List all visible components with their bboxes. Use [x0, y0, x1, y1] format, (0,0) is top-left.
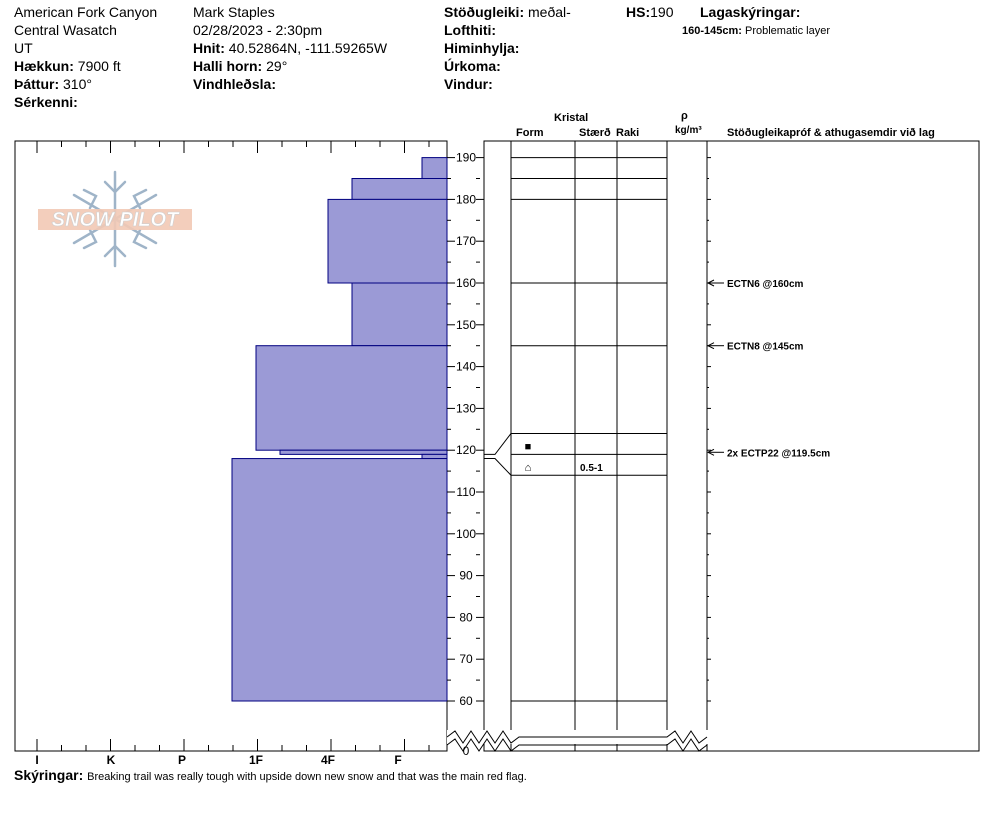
form-header: Form: [516, 127, 544, 139]
location-name: American Fork Canyon: [14, 4, 158, 20]
coordinates-value: 40.52864N, -111.59265W: [228, 40, 388, 56]
depth-label: 100: [456, 527, 476, 541]
comments: Skýringar: Breaking trail was really tou…: [14, 767, 527, 785]
wind-label: Vindur:: [444, 76, 493, 92]
axis-break-zigzag-top: [446, 730, 708, 744]
slope-angle-label: Halli horn:: [193, 58, 263, 74]
elevation-label: Hækkun:: [14, 58, 74, 74]
moisture-header: Raki: [616, 127, 640, 139]
hardness-bar: [351, 178, 448, 200]
coordinates: Hnit: 40.52864N, -111.59265W: [193, 40, 387, 56]
hardness-label: F: [394, 753, 401, 767]
hardness-label: 1F: [249, 753, 263, 767]
snowpilot-logo: SNOW PILOT: [38, 170, 192, 268]
density-unit: kg/m³: [675, 125, 702, 136]
legend-item: 160-145cm: Problematic layer: [682, 23, 830, 39]
stability: Stöðugleiki: meðal-: [444, 4, 571, 20]
test-arrow-head: [706, 342, 715, 350]
grain-marks: ■ ⌂ 0.5-1: [525, 441, 604, 474]
hardness-bars: [231, 157, 448, 702]
test-arrow-head: [706, 448, 715, 456]
slope-angle-value: 29°: [266, 58, 288, 74]
state: UT: [14, 40, 33, 56]
layer-connector: [484, 458, 512, 476]
grain-panel: [483, 140, 980, 752]
stability-label: Stöðugleiki:: [444, 4, 525, 20]
depth-label: 110: [456, 485, 475, 499]
comments-label: Skýringar:: [14, 767, 84, 783]
layer-connector: [484, 433, 512, 455]
depth-label: 80: [459, 610, 473, 624]
depth-label: 190: [456, 151, 476, 165]
depth-label: 130: [456, 401, 476, 415]
sky-label: Himinhylja:: [444, 40, 520, 56]
hardness-bar: [231, 458, 448, 702]
hardness-bar: [351, 282, 448, 347]
wind-loading-label: Vindhleðsla:: [193, 76, 276, 92]
test-arrow-head: [706, 279, 715, 287]
hardness-label: K: [107, 753, 116, 767]
mountain-range: Central Wasatch: [14, 22, 117, 38]
coordinates-label: Hnit:: [193, 40, 225, 56]
crystal-header: Kristal: [554, 112, 589, 124]
observer: Mark Staples: [193, 4, 275, 20]
depth-label: 150: [456, 318, 476, 332]
hs: HS:190: [626, 4, 673, 20]
aspect-label: Þáttur:: [14, 76, 60, 92]
datetime: 02/28/2023 - 2:30pm: [193, 22, 323, 38]
legend-label: Lagaskýringar:: [700, 4, 801, 20]
slope-angle: Halli horn: 29°: [193, 58, 287, 74]
legend-item-text: Problematic layer: [745, 25, 830, 37]
hardness-label: I: [35, 753, 38, 767]
grain-form: ⌂: [525, 462, 532, 474]
depth-label: 0: [463, 744, 470, 758]
depth-label: 60: [459, 694, 473, 708]
aspect: Þáttur: 310°: [14, 76, 92, 92]
hardness-label: P: [178, 753, 186, 767]
hardness-bar: [421, 157, 448, 180]
depth-label: 180: [456, 192, 476, 206]
hs-label: HS:: [626, 4, 651, 20]
aspect-value: 310°: [63, 76, 92, 92]
elevation-value: 7900 ft: [77, 58, 121, 74]
hardness-label: 4F: [321, 753, 335, 767]
hardness-ticks: I K P 1F 4F F: [35, 141, 430, 767]
layer-lines: [484, 157, 667, 702]
hardness-bar: [279, 449, 448, 455]
hardness-bar: [255, 345, 448, 451]
axis-break-zigzag-bottom: [446, 738, 708, 752]
tests-header: Stöðugleikapróf & athugasemdir við lag: [727, 127, 935, 139]
logo-text: SNOW PILOT: [52, 209, 180, 231]
size-header: Stærð: [579, 127, 611, 139]
features-label: Sérkenni:: [14, 94, 78, 110]
depth-label: 160: [456, 276, 476, 290]
depth-label: 70: [459, 652, 473, 666]
test-result: 2x ECTP22 @119.5cm: [727, 448, 830, 459]
hs-value: 190: [650, 4, 674, 20]
depth-label: 90: [459, 569, 473, 583]
hardness-bar: [327, 198, 448, 284]
elevation: Hækkun: 7900 ft: [14, 58, 121, 74]
hardness-bar: [421, 453, 448, 460]
depth-axis: 0 60 70 80 90 100 110 120 130 140 150 160 170 180 190: [447, 151, 711, 758]
depth-label: 140: [456, 360, 476, 374]
depth-label: 120: [456, 443, 476, 457]
precip-label: Úrkoma:: [444, 58, 501, 74]
stability-value: meðal-: [528, 4, 571, 20]
depth-label: 170: [456, 234, 476, 248]
logo-banner: [38, 209, 192, 230]
test-result: ECTN6 @160cm: [727, 279, 804, 290]
test-result: ECTN8 @145cm: [727, 342, 804, 353]
test-results: ECTN6 @160cm ECTN8 @145cm 2x ECTP22 @119.5…: [706, 279, 830, 459]
grain-form: ■: [525, 441, 532, 453]
grain-size: 0.5-1: [580, 463, 603, 474]
legend-item-key: 160-145cm:: [682, 25, 742, 37]
comments-text: Breaking trail was really tough with ups…: [87, 771, 527, 783]
air-temp-label: Lofthiti:: [444, 22, 497, 38]
density-symbol: ρ: [681, 110, 688, 122]
